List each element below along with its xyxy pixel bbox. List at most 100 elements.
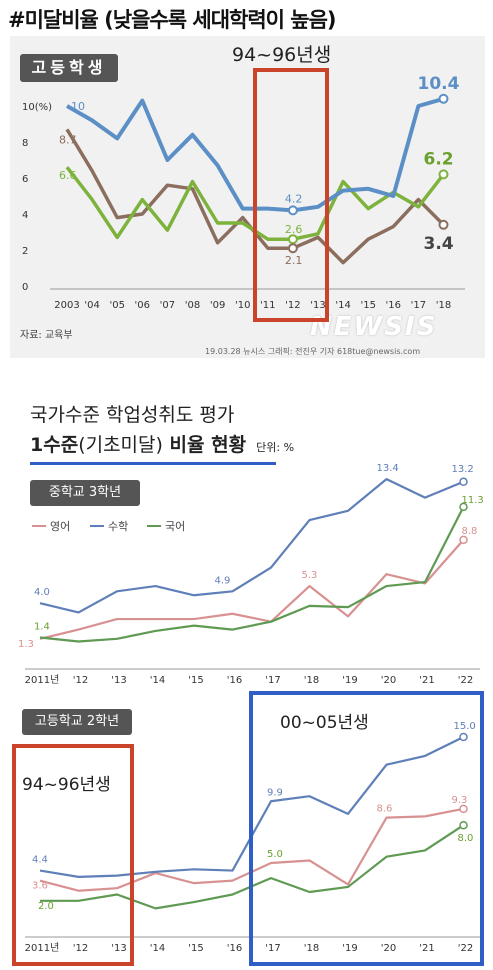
chart1-ytick: 4: [22, 210, 28, 221]
chart2-mid-data-label: 4.9: [215, 575, 231, 586]
chart2-underline: [30, 462, 276, 465]
chart2-high-data-label: 3.6: [32, 881, 48, 892]
chart2-high-xtick: '20: [381, 943, 396, 954]
headline: #미달비율 (낮을수록 세대학력이 높음): [8, 8, 337, 32]
chart1-point: [287, 243, 298, 254]
chart1-highlight-box: [253, 68, 329, 322]
chart2-mid-point: [459, 502, 468, 512]
chart2-high-point: [459, 804, 468, 814]
chart2-mid-xtick: 2011년: [25, 674, 60, 686]
chart2-mid-xtick: '21: [419, 675, 434, 686]
chart1-point: [287, 205, 298, 216]
chart2-high-data-label: 9.3: [452, 795, 468, 806]
chart1-data-label: 10.4: [418, 74, 460, 94]
chart1-ytick: 0: [22, 282, 28, 293]
chart2-high-data-label: 15.0: [454, 721, 476, 732]
chart2-high-data-label: 2.0: [38, 901, 54, 912]
chart2-high-xtick: 2011년: [25, 942, 60, 954]
chart2-badge-middle: 중학교 3학년: [30, 480, 140, 506]
chart1-xtick: 2003: [54, 300, 79, 311]
chart2-mid-xtick: '20: [381, 675, 396, 686]
chart2-annotation-red: 94~96년생: [22, 775, 111, 795]
chart2-high-xtick: '13: [111, 943, 126, 954]
chart1-ytick: 6: [22, 174, 28, 185]
chart1-data-label: 4.2: [285, 192, 303, 205]
chart1-xtick: '16: [386, 300, 401, 311]
chart2-mid-line-국어: [39, 506, 465, 643]
chart1-watermark: NEWSIS: [310, 312, 438, 342]
chart2-mid-xtick: '14: [150, 675, 165, 686]
chart1-data-label: 2.1: [285, 254, 303, 267]
chart2-mid-data-label: 1.3: [18, 639, 34, 650]
chart2-high-xtick: '12: [73, 943, 88, 954]
chart2-annotation-blue: 00~05년생: [280, 713, 369, 733]
chart1-xtick: '12: [285, 300, 300, 311]
chart2-high-xtick: '17: [265, 943, 280, 954]
chart1-xtick: '14: [335, 300, 350, 311]
chart1-xtick: '15: [360, 300, 375, 311]
chart1-svg: 0 2 4 6 8 10(%) 2003 '04 '05 '06 '07 '08 '09 '10 '11 '1…: [22, 74, 465, 311]
chart2-badge-high: 고등학교 2학년: [22, 709, 132, 735]
chart1-xtick: '09: [210, 300, 225, 311]
chart2-panel: 국가수준 학업성취도 평가 1수준(기초미달) 비율 현황 단위: % 중학교 …: [10, 378, 485, 970]
chart1-ytick: 2: [22, 246, 28, 257]
chart2-mid-data-label: 1.4: [34, 622, 50, 633]
chart1-ytick: 10(%): [22, 102, 52, 113]
chart1-badge: 고등학생: [20, 54, 118, 82]
chart2-high-data-label: 8.6: [377, 804, 393, 815]
chart2-mid-xtick: '22: [458, 675, 473, 686]
chart2-high-xtick: '22: [458, 943, 473, 954]
chart2-mid-data-label: 8.8: [462, 526, 478, 537]
chart2-high-point: [459, 820, 468, 830]
chart1-xtick: '07: [160, 300, 175, 311]
chart2-mid-xtick: '15: [188, 675, 203, 686]
chart2-high-data-label: 8.0: [458, 833, 474, 844]
chart1-data-label: 3.4: [424, 234, 454, 254]
chart1-annotation: 94~96년생: [232, 44, 332, 66]
chart2-high-xtick: '19: [342, 943, 357, 954]
chart1-credit: 19.03.28 뉴시스 그래픽: 전진우 기자 618tue@newsis.c…: [205, 347, 421, 356]
chart2-legend-label: 국어: [165, 520, 185, 533]
chart2-subtitle-main: 1수준: [30, 434, 79, 456]
chart2-mid-xtick: '16: [227, 675, 242, 686]
chart2-highlight-box-red: [12, 744, 134, 966]
chart1-data-label: 6.6: [59, 169, 77, 182]
chart2-high-xtick: '16: [227, 943, 242, 954]
chart1-point: [438, 219, 449, 230]
chart2-mid-xtick: '12: [73, 675, 88, 686]
chart1-data-label: 2.6: [285, 223, 303, 236]
chart2-subtitle-paren: (기초미달): [78, 434, 163, 456]
chart2-mid-point: [459, 477, 468, 487]
chart1-xtick: '04: [84, 300, 99, 311]
chart2-mid-xtick: '19: [342, 675, 357, 686]
chart2-mid-xtick: '17: [265, 675, 280, 686]
chart2-high-data-label: 5.0: [267, 849, 283, 860]
chart2-mid-data-label: 11.3: [462, 495, 484, 506]
chart2-mid-line-수학: [39, 478, 464, 614]
chart2-mid-data-label: 13.4: [377, 463, 399, 474]
chart1-data-label: 10: [71, 100, 85, 113]
chart2-unit: 단위: %: [256, 441, 295, 454]
chart1-xtick: '06: [135, 300, 150, 311]
chart2-mid-data-label: 13.2: [452, 464, 474, 475]
chart2-mid-xtick: '18: [304, 675, 319, 686]
chart2-mid-xtick: '13: [111, 675, 126, 686]
chart2-high-xtick: '21: [419, 943, 434, 954]
chart2-legend-label: 영어: [50, 520, 70, 533]
chart1-data-label: 6.2: [424, 149, 454, 169]
chart2-subtitle-rest: 비율 현황: [162, 434, 247, 456]
chart2-high-xtick: '14: [150, 943, 165, 954]
chart1-source: 자료: 교육부: [20, 330, 73, 341]
chart2-mid-point: [459, 535, 468, 545]
chart1-xtick: '05: [109, 300, 124, 311]
chart1-point: [438, 93, 449, 104]
chart1-xtick: '11: [260, 300, 275, 311]
chart1-panel: 고등학생 자료: 교육부 19.03.28 뉴시스 그래픽: 전진우 기자 61…: [10, 36, 485, 358]
chart2-mid-data-label: 5.3: [302, 570, 318, 581]
chart2-highlight-box-blue: [249, 691, 484, 966]
chart1-ytick: 8: [22, 138, 28, 149]
chart1-xtick: '08: [185, 300, 200, 311]
chart1-point: [438, 169, 449, 180]
chart2-high-data-label: 4.4: [32, 855, 48, 866]
chart2-high-data-label: 9.9: [267, 787, 283, 798]
